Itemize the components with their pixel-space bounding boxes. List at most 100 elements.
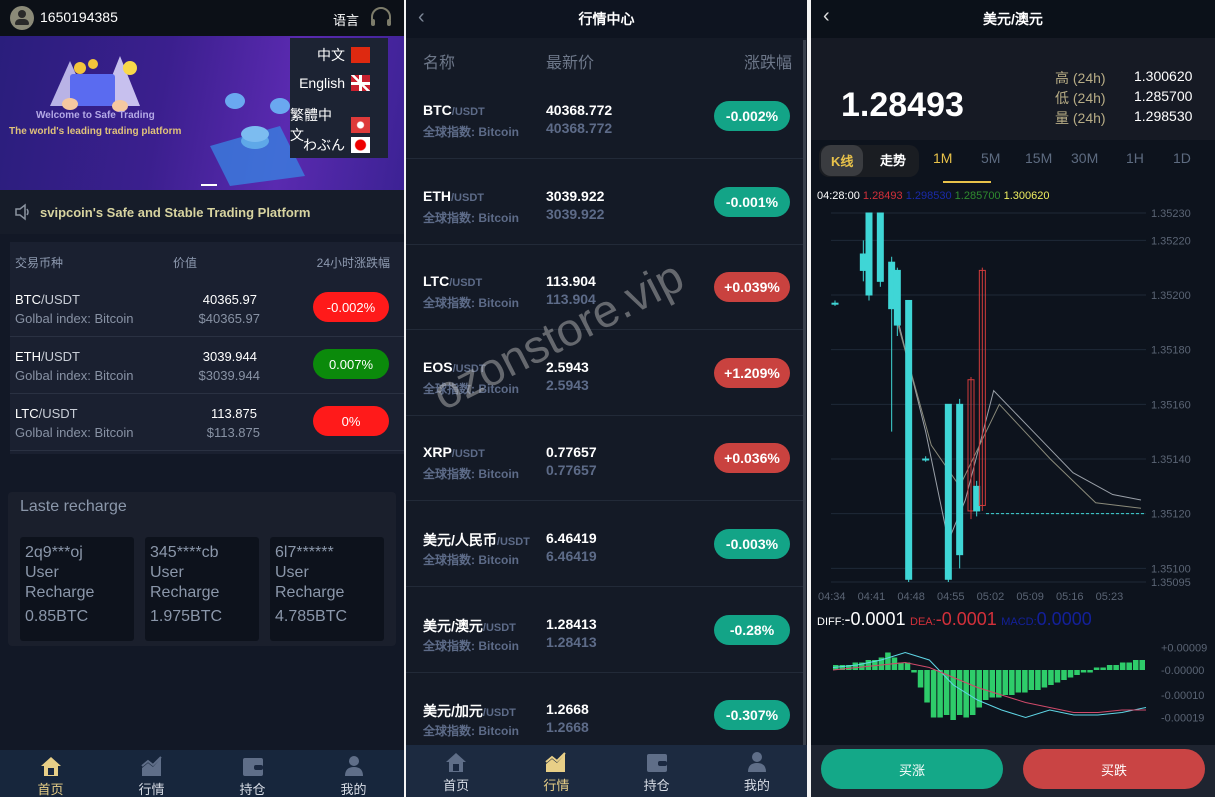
readout-high: 1.300620 (1003, 190, 1050, 202)
japan-flag-icon (351, 137, 370, 153)
pair-base: XRP (423, 444, 452, 461)
scrollbar[interactable] (803, 40, 806, 745)
tab-1m[interactable]: 1M (933, 150, 953, 166)
macd-bar (943, 670, 950, 715)
user-icon (342, 754, 366, 778)
macd-bar (1074, 670, 1080, 675)
language-option-jp[interactable]: わぶん (303, 135, 370, 155)
pair: BTC/USDT (423, 102, 485, 120)
candle (831, 302, 839, 305)
market-row[interactable]: LTC/USDT Golbal index: Bitcoin 113.875 $113… (10, 394, 404, 451)
quote-row[interactable]: EOS/USDT 全球指数: Bitcoin 2.5943 2.5943 +1.209% (406, 330, 803, 416)
quote-row[interactable]: XRP/USDT 全球指数: Bitcoin 0.77657 0.77657 +0.03… (406, 415, 803, 502)
home-header: 1650194385 语言 (0, 0, 404, 36)
change-badge: -0.002% (714, 101, 790, 131)
x-tick-label: 04:48 (897, 591, 925, 603)
pair-base: BTC (15, 292, 41, 307)
macd-bar (963, 670, 969, 718)
banner-line1: Welcome to Safe Trading (36, 110, 155, 121)
price: 40368.772 (546, 102, 613, 118)
macd-bar (865, 660, 872, 670)
quotes-header: ‹ 行情中心 (406, 0, 807, 38)
y-tick-label: 1.35120 (1151, 509, 1191, 521)
headset-icon[interactable] (368, 5, 394, 31)
nav-label: 行情 (543, 778, 570, 793)
buy-up-button[interactable]: 买涨 (821, 749, 1003, 789)
macd-bar (976, 670, 982, 708)
pair-quote: /USDT (482, 707, 516, 720)
pair-quote: /USDT (451, 191, 484, 204)
language-option-en[interactable]: English (299, 75, 370, 91)
stat-value: 1.300620 (1134, 68, 1193, 84)
tab-5m[interactable]: 5M (981, 150, 1001, 166)
readout-close: 1.298530 (905, 190, 952, 202)
active-tab-underline (943, 181, 991, 183)
home-icon (39, 754, 63, 778)
quote-row[interactable]: ETH/USDT 全球指数: Bitcoin 3039.922 3039.922 -0.… (406, 159, 803, 245)
tab-15m[interactable]: 15M (1025, 150, 1053, 166)
index-label: Golbal index: Bitcoin (15, 368, 134, 383)
x-tick-label: 05:02 (977, 591, 1005, 603)
nav-item-user[interactable]: 我的 (717, 750, 797, 797)
uk-flag-icon (351, 75, 370, 91)
x-tick-label: 05:16 (1056, 591, 1084, 603)
macd-bar (1028, 670, 1035, 690)
back-icon[interactable]: ‹ (418, 6, 425, 28)
nav-item-wallet[interactable]: 持仓 (213, 754, 293, 797)
price-secondary: 3039.922 (546, 205, 605, 222)
quote-row[interactable]: 美元/加元/USDT 全球指数: Bitcoin 1.2668 1.2668 -0.30… (406, 672, 803, 759)
tab-1d[interactable]: 1D (1173, 150, 1191, 166)
index-label: 全球指数: Bitcoin (423, 210, 519, 225)
market-row[interactable]: BTC/USDT Golbal index: Bitcoin 40365.97 $40… (10, 280, 404, 337)
index-label: 全球指数: Bitcoin (423, 296, 519, 311)
avatar-icon[interactable] (10, 6, 34, 30)
nav-item-chart[interactable]: 行情 (112, 754, 192, 797)
nav-item-home[interactable]: 首页 (416, 750, 496, 797)
hongkong-flag-icon (351, 117, 370, 133)
quote-row[interactable]: BTC/USDT 全球指数: Bitcoin 40368.772 40368.772 -… (406, 73, 803, 159)
candlestick-chart[interactable]: 1.35230 1.35220 1.35200 1.35180 1.35160 1.351… (811, 200, 1215, 610)
moving-average-line (896, 322, 1142, 509)
quote-row[interactable]: 美元/人民币/USDT 全球指数: Bitcoin 6.46419 6.46419 -0… (406, 501, 803, 587)
index-label: 全球指数: Bitcoin (423, 381, 519, 396)
nav-item-chart[interactable]: 行情 (516, 750, 596, 797)
quote-row[interactable]: 美元/澳元/USDT 全球指数: Bitcoin 1.28413 1.28413 -0.… (406, 587, 803, 673)
tab-1h[interactable]: 1H (1126, 150, 1144, 166)
back-icon[interactable]: ‹ (823, 5, 830, 27)
macd-bar (852, 662, 859, 670)
tab-走势[interactable]: 走势 (880, 153, 907, 168)
buy-down-button[interactable]: 买跌 (1023, 749, 1205, 789)
speaker-icon (15, 203, 29, 221)
pair-quote: /USDT (482, 621, 516, 634)
macd-bar (1139, 660, 1145, 670)
language-option-zh-hant[interactable]: 繁體中文 (290, 105, 370, 145)
market-row[interactable]: ETH/USDT Golbal index: Bitcoin 3039.944 $30… (10, 337, 404, 394)
recharge-user: 6l7****** (275, 544, 334, 561)
macd-bar (930, 670, 937, 718)
tab-k线[interactable]: K线 (821, 145, 864, 176)
index-label: 全球指数: Bitcoin (423, 553, 519, 567)
chart-icon (140, 754, 164, 778)
macd-bar (1087, 670, 1093, 673)
language-button[interactable]: 语言 (333, 13, 360, 28)
quote-row[interactable]: LTC/USDT 全球指数: Bitcoin 113.904 113.904 +0.03… (406, 244, 803, 331)
change-badge: +0.039% (714, 272, 790, 303)
pair: LTC/USDT (423, 273, 482, 291)
current-price: 1.28493 (841, 86, 964, 124)
nav-item-user[interactable]: 我的 (314, 754, 394, 797)
macd-bar (989, 670, 996, 698)
market-table: 交易币种 价值 24小时涨跌幅 BTC/USDT Golbal index: Bi… (10, 242, 404, 454)
tab-30m[interactable]: 30M (1071, 150, 1099, 166)
price-secondary: 40368.772 (546, 120, 613, 136)
dea-line (832, 661, 1146, 713)
header-change: 24小时涨跌幅 (316, 256, 390, 270)
macd-bar (969, 670, 976, 715)
y-tick-label: 1.35100 (1151, 563, 1191, 575)
macd-bar (885, 652, 891, 670)
carousel-indicator[interactable] (201, 184, 217, 186)
nav-item-wallet[interactable]: 持仓 (617, 750, 697, 797)
nav-item-home[interactable]: 首页 (11, 754, 91, 797)
language-option-zh[interactable]: 中文 (317, 45, 370, 65)
quotes-screen: ‹ 行情中心 名称 最新价 涨跌幅 BTC/USDT 全球指数: Bitcoin 4… (406, 0, 807, 797)
x-tick-label: 05:23 (1096, 591, 1124, 603)
